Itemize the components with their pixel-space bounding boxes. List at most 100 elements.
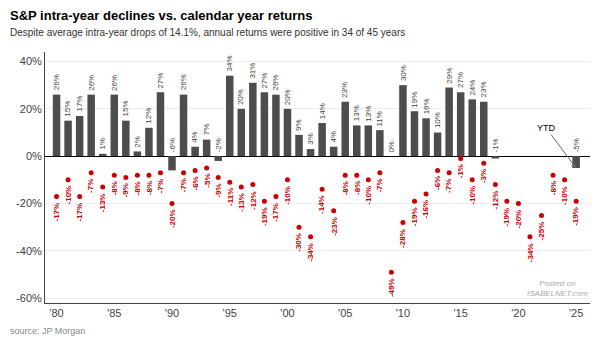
- svg-text:-8%: -8%: [133, 181, 142, 195]
- svg-text:-8%: -8%: [341, 181, 350, 195]
- svg-text:-40%: -40%: [16, 245, 42, 257]
- svg-text:12%: 12%: [144, 108, 153, 124]
- svg-text:-10%: -10%: [468, 186, 477, 205]
- svg-text:-17%: -17%: [75, 203, 84, 222]
- svg-text:-60%: -60%: [16, 292, 42, 304]
- svg-text:3%: 3%: [306, 133, 315, 145]
- svg-text:10%: 10%: [433, 112, 442, 128]
- svg-text:14%: 14%: [318, 103, 327, 119]
- svg-text:-19%: -19%: [502, 208, 511, 227]
- svg-text:2%: 2%: [133, 136, 142, 148]
- svg-text:23%: 23%: [479, 81, 488, 97]
- svg-text:-6%: -6%: [433, 176, 442, 190]
- svg-text:-11%: -11%: [226, 188, 235, 206]
- svg-text:YTD: YTD: [537, 123, 556, 133]
- svg-text:'10: '10: [396, 307, 410, 319]
- svg-text:26%: 26%: [110, 75, 119, 91]
- svg-text:-10%: -10%: [283, 186, 292, 205]
- svg-text:26%: 26%: [52, 74, 61, 90]
- svg-text:-17%: -17%: [271, 203, 280, 222]
- svg-text:-7%: -7%: [444, 179, 453, 193]
- svg-text:-20%: -20%: [168, 209, 177, 228]
- svg-text:15%: 15%: [63, 101, 72, 117]
- svg-text:-8%: -8%: [549, 181, 558, 195]
- svg-text:-1%: -1%: [491, 138, 500, 152]
- svg-text:'15: '15: [454, 307, 468, 319]
- svg-text:-8%: -8%: [110, 181, 119, 195]
- svg-text:23%: 23%: [340, 82, 349, 98]
- svg-text:-3%: -3%: [479, 169, 488, 183]
- svg-text:'90: '90: [165, 307, 179, 319]
- svg-text:40%: 40%: [20, 55, 42, 67]
- svg-text:-23%: -23%: [330, 217, 339, 236]
- svg-text:S&P intra-year declines vs. ca: S&P intra-year declines vs. calendar yea…: [10, 8, 313, 23]
- svg-text:Posted onISABELNET.com: Posted onISABELNET.com: [527, 279, 588, 298]
- svg-text:'85: '85: [107, 307, 121, 319]
- svg-text:7%: 7%: [202, 124, 211, 136]
- svg-text:-28%: -28%: [398, 229, 407, 248]
- svg-text:-7%: -7%: [375, 178, 384, 192]
- svg-text:19%: 19%: [410, 92, 419, 108]
- svg-text:0%: 0%: [387, 141, 396, 153]
- svg-text:-14%: -14%: [317, 195, 326, 214]
- svg-text:24%: 24%: [468, 80, 477, 96]
- svg-text:-7%: -7%: [156, 179, 165, 193]
- svg-text:'00: '00: [280, 307, 294, 319]
- svg-text:9%: 9%: [294, 119, 303, 131]
- svg-text:26%: 26%: [87, 75, 96, 91]
- svg-text:1%: 1%: [98, 138, 107, 150]
- svg-text:'05: '05: [338, 307, 352, 319]
- svg-text:0%: 0%: [26, 150, 42, 162]
- svg-text:-10%: -10%: [364, 186, 373, 205]
- svg-text:-1%: -1%: [456, 164, 465, 178]
- svg-text:-6%: -6%: [191, 176, 200, 190]
- svg-text:-30%: -30%: [294, 233, 303, 252]
- svg-text:27%: 27%: [260, 73, 269, 89]
- svg-text:16%: 16%: [422, 98, 431, 114]
- svg-text:-19%: -19%: [571, 207, 580, 226]
- svg-text:26%: 26%: [179, 74, 188, 90]
- svg-text:30%: 30%: [399, 65, 408, 81]
- svg-text:15%: 15%: [121, 100, 130, 116]
- svg-text:-12%: -12%: [249, 191, 258, 210]
- svg-text:-13%: -13%: [98, 194, 107, 213]
- svg-text:29%: 29%: [445, 68, 454, 84]
- svg-text:34%: 34%: [225, 55, 234, 71]
- svg-text:20%: 20%: [236, 89, 245, 105]
- svg-text:-5%: -5%: [203, 173, 212, 187]
- svg-text:-34%: -34%: [306, 243, 315, 262]
- svg-text:-5%: -5%: [572, 138, 581, 152]
- svg-text:-9%: -9%: [121, 183, 130, 197]
- svg-text:17%: 17%: [75, 96, 84, 112]
- svg-text:-13%: -13%: [237, 193, 246, 212]
- svg-text:Despite average intra-year dro: Despite average intra-year drops of 14.1…: [10, 27, 405, 38]
- svg-text:4%: 4%: [190, 131, 199, 143]
- svg-text:'25: '25: [569, 307, 583, 319]
- svg-text:-10%: -10%: [64, 186, 73, 205]
- svg-text:26%: 26%: [271, 75, 280, 91]
- svg-text:20%: 20%: [20, 103, 42, 115]
- svg-text:-20%: -20%: [514, 210, 523, 229]
- svg-text:27%: 27%: [156, 73, 165, 89]
- svg-text:-7%: -7%: [179, 178, 188, 192]
- svg-text:'95: '95: [223, 307, 237, 319]
- svg-text:20%: 20%: [283, 89, 292, 105]
- svg-text:27%: 27%: [456, 72, 465, 88]
- svg-text:-19%: -19%: [410, 207, 419, 226]
- svg-text:-10%: -10%: [560, 186, 569, 205]
- svg-text:-20%: -20%: [16, 197, 42, 209]
- svg-text:-7%: -7%: [86, 179, 95, 193]
- svg-text:-9%: -9%: [214, 183, 223, 197]
- svg-text:-19%: -19%: [260, 207, 269, 226]
- svg-text:'20: '20: [511, 307, 525, 319]
- svg-text:13%: 13%: [352, 105, 361, 121]
- svg-text:-6%: -6%: [168, 138, 177, 152]
- svg-text:'80: '80: [49, 307, 63, 319]
- svg-text:-34%: -34%: [526, 243, 535, 262]
- svg-text:-49%: -49%: [387, 278, 396, 297]
- svg-text:-8%: -8%: [353, 181, 362, 195]
- svg-text:11%: 11%: [375, 111, 384, 126]
- svg-text:-8%: -8%: [145, 181, 154, 195]
- svg-text:-25%: -25%: [537, 222, 546, 241]
- svg-text:-2%: -2%: [214, 138, 223, 152]
